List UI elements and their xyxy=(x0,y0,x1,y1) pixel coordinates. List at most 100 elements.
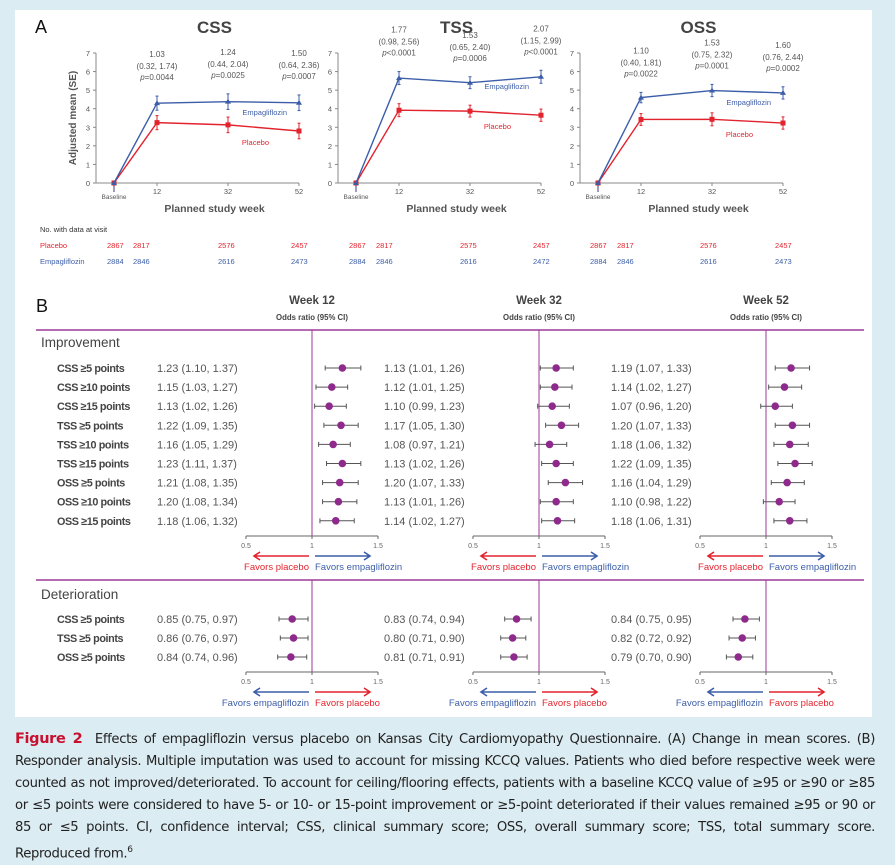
y-tick-label: 0 xyxy=(328,179,332,188)
favors-left-label: Favors placebo xyxy=(244,562,309,573)
y-tick-label: 5 xyxy=(570,86,574,95)
or-text: 1.21 (1.08, 1.35) xyxy=(157,478,238,490)
annotation-ci: (0.65, 2.40) xyxy=(450,43,491,52)
annotation-week-12: 1.10 (0.40, 1.81) p=0.0022 xyxy=(621,46,662,78)
section-improvement: Improvement CSS ≥5 points 1.23 (1.10, 1.37… xyxy=(41,330,856,573)
forest-row: OSS ≥10 points 1.20 (1.08, 1.34) 1.13 (1.0… xyxy=(57,497,796,509)
favors-right-label: Favors placebo xyxy=(542,698,607,709)
annotation-diff: 1.50 xyxy=(291,49,307,58)
arrow-right-icon xyxy=(315,687,372,697)
forest-axis: 0.5 1 1.5 Favors placebo Favors empagliflozi… xyxy=(468,535,629,573)
or-text: 1.08 (0.97, 1.21) xyxy=(384,439,465,451)
point-estimate xyxy=(548,402,556,411)
or-text: 1.13 (1.01, 1.26) xyxy=(384,363,465,375)
annotation-diff: 1.53 xyxy=(704,38,720,47)
annotation-p: p=0.0002 xyxy=(765,64,800,73)
or-text: 1.18 (1.06, 1.31) xyxy=(611,516,692,528)
x-tick-label: 0.5 xyxy=(468,543,478,550)
series-empagliflozin xyxy=(353,69,544,185)
arrow-left-icon xyxy=(479,687,536,697)
table-row-label: Placebo xyxy=(40,241,67,250)
annotation-ci: (0.64, 2.36) xyxy=(279,61,320,70)
or-text: 1.07 (0.96, 1.20) xyxy=(611,401,692,413)
or-text: 1.10 (0.98, 1.22) xyxy=(611,497,692,509)
point-estimate xyxy=(512,615,521,623)
or-text: 0.82 (0.72, 0.92) xyxy=(611,633,692,645)
forest-row: OSS ≥5 points 0.84 (0.74, 0.96) 0.81 (0.71… xyxy=(57,652,754,664)
point-estimate xyxy=(338,459,347,468)
x-tick-label: 52 xyxy=(295,187,303,196)
point-estimate xyxy=(787,364,795,372)
point-estimate xyxy=(557,421,566,430)
table-cell: 2457 xyxy=(775,241,792,250)
legend-placebo: Placebo xyxy=(484,122,511,131)
x-tick-label: Baseline xyxy=(586,194,611,201)
favors-right-label: Favors empagliflozin xyxy=(769,562,856,573)
table-cell: 2846 xyxy=(133,257,150,266)
y-tick-label: 0 xyxy=(570,179,574,188)
table-cell: 2846 xyxy=(617,257,634,266)
series-line xyxy=(113,121,300,184)
x-tick-label: 1 xyxy=(537,679,541,686)
row-label: CSS ≥5 points xyxy=(57,614,125,626)
legend-empagliflozin: Empagliflozin xyxy=(242,108,287,117)
figure-caption: Figure 2 Effects of empagliflozin versus… xyxy=(15,728,875,865)
x-tick-label: Baseline xyxy=(344,194,369,201)
x-tick-label: 1.5 xyxy=(373,679,383,686)
legend-empagliflozin: Empagliflozin xyxy=(484,82,529,91)
table-cell: 2884 xyxy=(590,257,607,266)
y-tick-label: 4 xyxy=(328,105,332,114)
annotation-diff: 1.77 xyxy=(391,26,407,35)
data-point xyxy=(396,107,402,113)
week-header: Week 32 xyxy=(516,295,562,307)
forest-plot: Week 12 Odds ratio (95% CI) Week 32 Odds ra… xyxy=(36,295,864,709)
point-estimate xyxy=(508,634,517,642)
favors-right-label: Favors empagliflozin xyxy=(315,562,402,573)
y-axis-label: Adjusted mean (SE) xyxy=(68,71,79,165)
arrow-left-icon xyxy=(252,687,309,697)
y-tick-label: 3 xyxy=(86,123,90,132)
row-label: OSS ≥15 points xyxy=(57,516,131,528)
arrow-left-icon xyxy=(252,551,309,561)
annotation-ci: (0.76, 2.44) xyxy=(763,53,804,62)
favors-right-label: Favors placebo xyxy=(769,698,834,709)
series-empagliflozin xyxy=(595,83,786,185)
x-tick-label: 1 xyxy=(537,543,541,550)
x-tick-label: 0.5 xyxy=(695,543,705,550)
favors-left-label: Favors empagliflozin xyxy=(676,698,763,709)
series-empagliflozin xyxy=(111,93,302,185)
data-point xyxy=(538,73,544,79)
panel-label-b: B xyxy=(36,296,48,316)
or-text: 1.18 (1.06, 1.32) xyxy=(157,516,238,528)
annotation-week-32: 1.53 (0.65, 2.40) p=0.0006 xyxy=(450,31,491,63)
point-estimate xyxy=(334,497,343,506)
arrow-right-icon xyxy=(315,551,372,561)
figure-panel: A B CSS 0 1 2 3 4 5 6 7 Baseline 12 32 52 Planned stu… xyxy=(15,10,872,717)
or-text: 1.17 (1.05, 1.30) xyxy=(384,420,465,432)
x-tick-label: 0.5 xyxy=(241,679,251,686)
y-tick-label: 7 xyxy=(570,49,574,58)
favors-right-label: Favors empagliflozin xyxy=(542,562,629,573)
annotation-p: p=0.0001 xyxy=(694,61,729,70)
annotation-week-52: 1.60 (0.76, 2.44) p=0.0002 xyxy=(763,41,804,73)
y-tick-label: 1 xyxy=(328,160,332,169)
or-text: 0.86 (0.76, 0.97) xyxy=(157,633,238,645)
annotation-week-52: 2.07 (1.15, 2.99) p<0.0001 xyxy=(521,24,562,56)
point-estimate xyxy=(738,634,747,642)
or-text: 1.20 (1.07, 1.33) xyxy=(611,420,692,432)
series-line xyxy=(355,109,542,184)
y-tick-label: 3 xyxy=(328,123,332,132)
table-cell: 2575 xyxy=(460,241,477,250)
point-estimate xyxy=(788,421,797,430)
series-placebo xyxy=(595,112,786,186)
data-point xyxy=(154,100,160,106)
data-point xyxy=(780,120,786,126)
annotation-ci: (0.44, 2.04) xyxy=(208,60,249,69)
favors-left-label: Favors empagliflozin xyxy=(449,698,536,709)
or-text: 1.13 (1.02, 1.26) xyxy=(384,459,465,471)
table-cell: 2576 xyxy=(700,241,717,250)
x-tick-label: 1.5 xyxy=(600,679,610,686)
y-tick-label: 5 xyxy=(328,86,332,95)
favors-left-label: Favors placebo xyxy=(471,562,536,573)
